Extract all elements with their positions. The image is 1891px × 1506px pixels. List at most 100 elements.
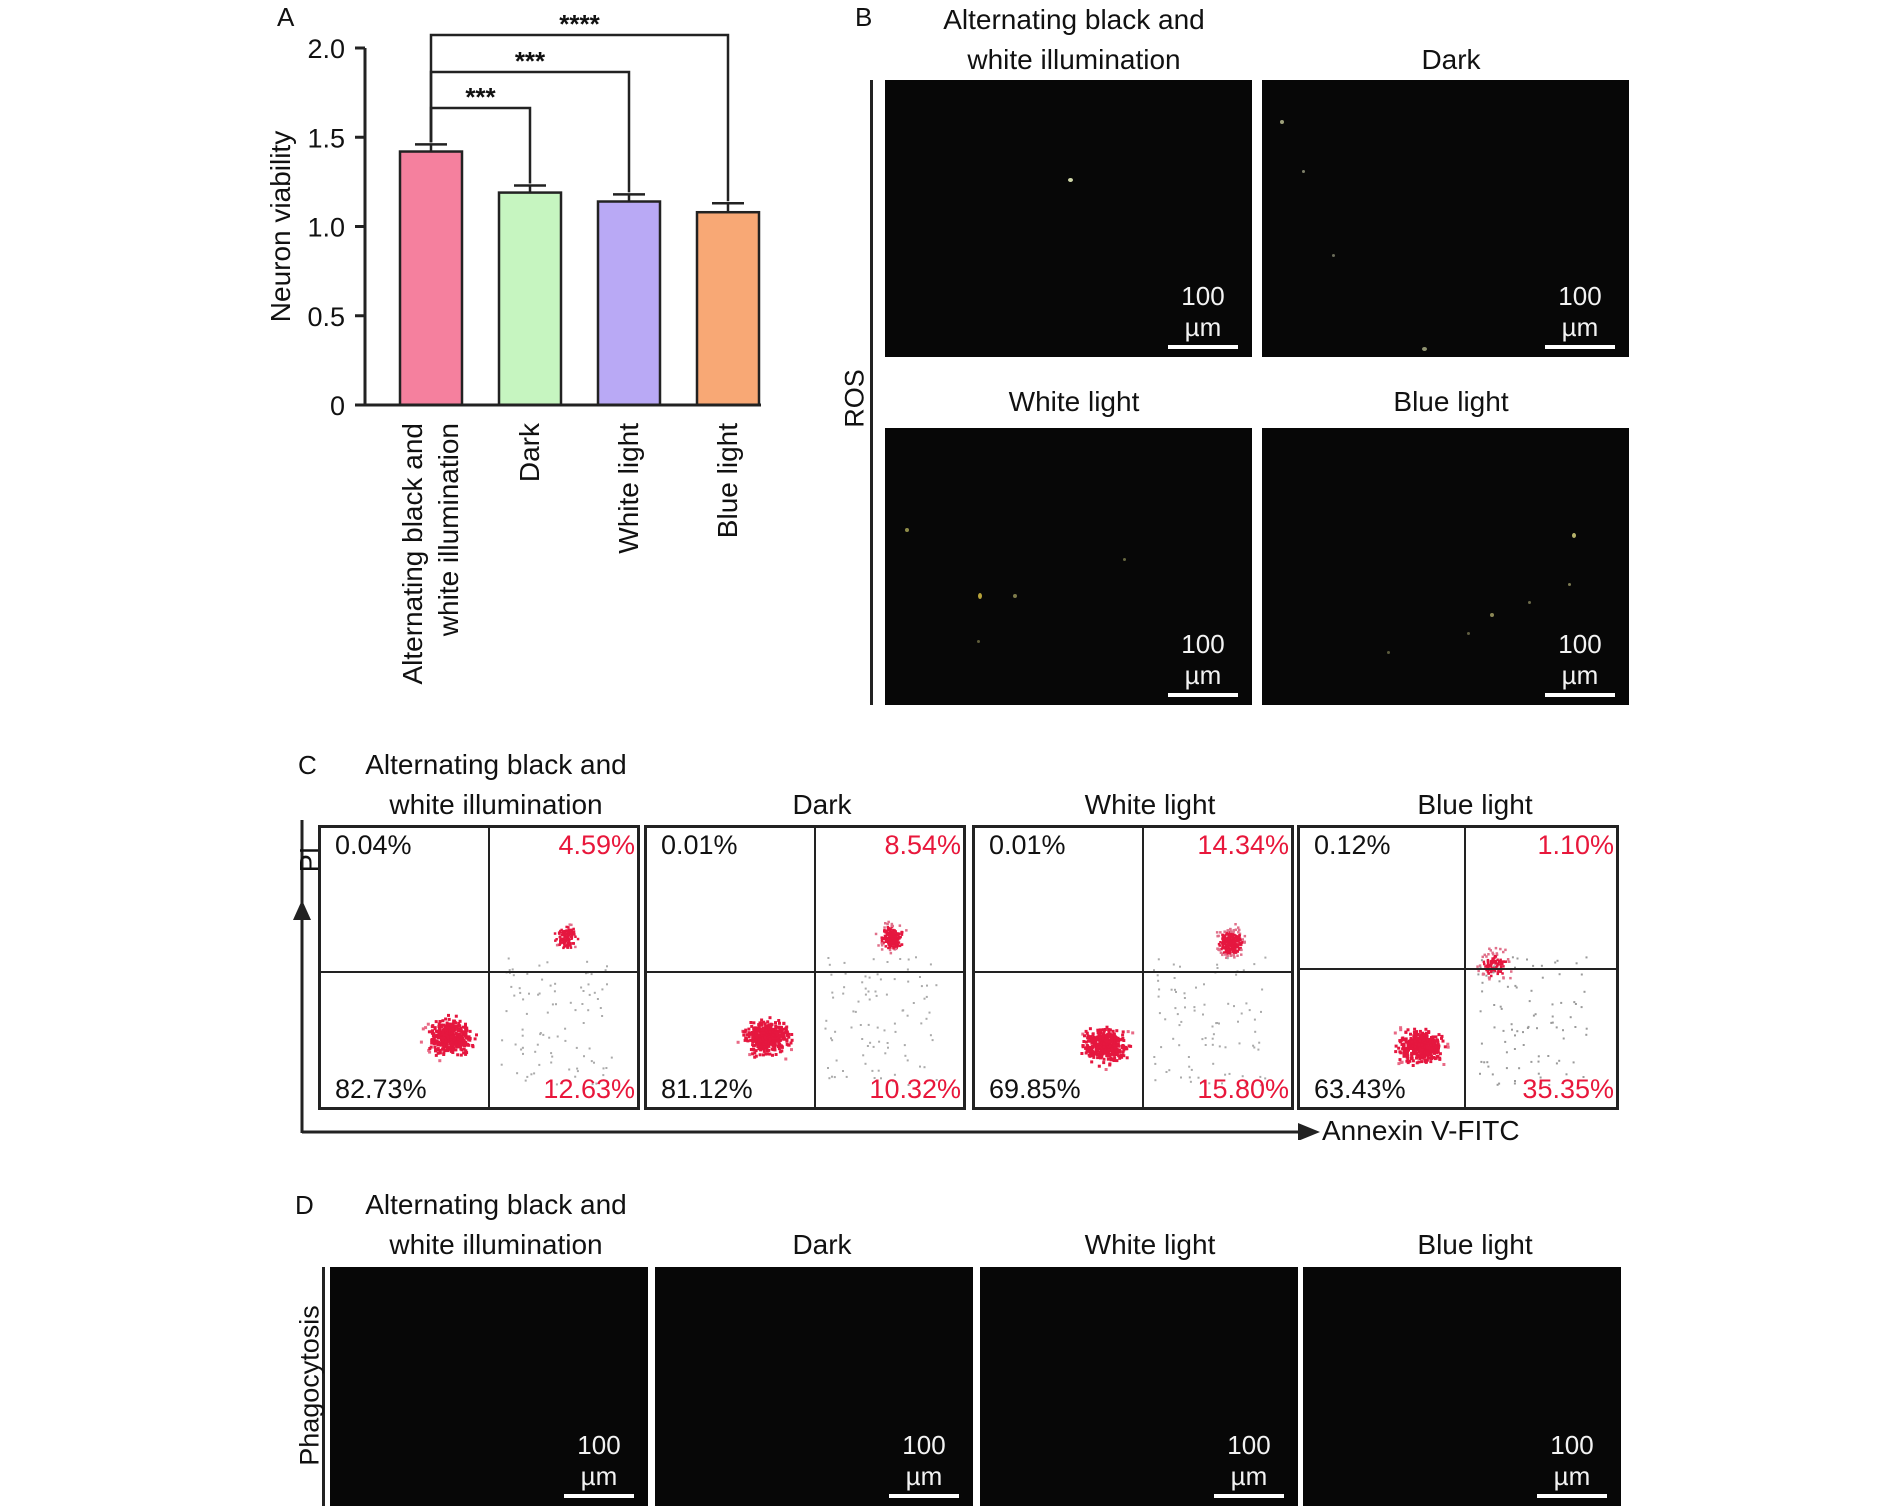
- ros-image-blue: 100 µm: [1262, 428, 1629, 705]
- scatter-cloud: [1080, 923, 1267, 1087]
- quadrant-percent-ul: 0.04%: [335, 830, 412, 860]
- fluorescent-spot: [1572, 533, 1576, 538]
- ros-image-alternating: 100 µm: [885, 80, 1252, 357]
- y-tick-label: 2.0: [307, 34, 345, 64]
- fluorescent-spot: [1013, 594, 1017, 598]
- scatter-cloud: [736, 920, 938, 1086]
- scale-bar: 100 µm: [1214, 1430, 1284, 1498]
- ros-title-blue: Blue light: [1393, 386, 1509, 417]
- quadrant-percent-ll: 63.43%: [1314, 1074, 1406, 1104]
- chart-area: 0 0.5 1.0 1.5 2.0 Neuron viability Alternating…: [265, 9, 761, 685]
- scale-label: 100 µm: [1227, 1430, 1271, 1491]
- quadrant-percent-ll: 81.12%: [661, 1074, 753, 1104]
- quadrant-percent-lr: 15.80%: [1197, 1074, 1289, 1104]
- scale-bar: 100 µm: [889, 1430, 959, 1498]
- fluorescent-spot: [1387, 651, 1390, 654]
- phago-image-white: 100 µm: [980, 1267, 1298, 1506]
- quadrant-divider-horizontal: [647, 970, 963, 973]
- ros-title-alternating: Alternating black and white illumination: [943, 4, 1205, 75]
- flow-title-white: White light: [1084, 789, 1216, 820]
- x-tick-label: white illumination: [433, 423, 464, 637]
- phago-side-label-wrap: Phagocytosis: [290, 1290, 330, 1490]
- fluorescent-spot: [978, 593, 982, 599]
- y-tick-label: 0.5: [307, 302, 345, 332]
- quadrant-divider-vertical: [1142, 828, 1145, 1107]
- scale-bar: 100 µm: [1537, 1430, 1607, 1498]
- quadrant-percent-ur: 14.34%: [1197, 830, 1289, 860]
- bar: [497, 191, 563, 407]
- flow-plot-alternating: 0.04% 4.59% 82.73% 12.63%: [318, 825, 640, 1110]
- panel-label-c: C: [298, 750, 317, 780]
- phago-side-label: Phagocytosis: [294, 1305, 325, 1466]
- quadrant-percent-ur: 1.10%: [1537, 830, 1614, 860]
- y-axis-arrow-icon: [293, 900, 311, 920]
- scale-bar: 100 µm: [564, 1430, 634, 1498]
- flow-title-blue: Blue light: [1417, 789, 1533, 820]
- scale-bar: 100 µm: [1545, 281, 1615, 349]
- flow-title-dark: Dark: [792, 789, 852, 820]
- ros-bracket-line: [870, 80, 873, 705]
- quadrant-divider-vertical: [1464, 828, 1467, 1107]
- y-tick-label: 1.0: [307, 213, 345, 243]
- y-axis-label: Neuron viability: [265, 131, 296, 322]
- phago-title-alternating: Alternating black and white illumination: [365, 1189, 627, 1260]
- quadrant-divider-vertical: [814, 828, 817, 1107]
- flow-plot-white: 0.01% 14.34% 69.85% 15.80%: [972, 825, 1294, 1110]
- ros-image-dark: 100 µm: [1262, 80, 1629, 357]
- fluorescent-spot: [1467, 632, 1470, 635]
- scale-label: 100 µm: [902, 1430, 946, 1491]
- x-tick-label: Dark: [514, 422, 545, 482]
- phago-title-dark: Dark: [792, 1229, 852, 1260]
- bar: [596, 200, 662, 407]
- annexin-axis-label: Annexin V-FITC: [1322, 1115, 1520, 1146]
- significance-label: ***: [515, 46, 546, 76]
- quadrant-percent-lr: 10.32%: [869, 1074, 961, 1104]
- fluorescent-spot: [905, 528, 909, 532]
- flow-plot-blue: 0.12% 1.10% 63.43% 35.35%: [1297, 825, 1619, 1110]
- significance-label: ****: [559, 9, 600, 39]
- quadrant-percent-lr: 35.35%: [1522, 1074, 1614, 1104]
- quadrant-divider-horizontal: [975, 970, 1291, 973]
- x-tick-label: Blue light: [712, 423, 743, 538]
- scatter-cloud: [419, 923, 613, 1086]
- quadrant-percent-ll: 69.85%: [989, 1074, 1081, 1104]
- quadrant-divider-horizontal: [321, 970, 637, 973]
- fluorescent-spot: [1528, 601, 1531, 604]
- fluorescent-spot: [1568, 583, 1571, 586]
- fluorescent-spot: [1280, 120, 1284, 124]
- fluorescent-spot: [1068, 178, 1073, 182]
- flow-title-alternating: Alternating black and white illumination: [365, 749, 627, 820]
- ros-side-label: ROS: [839, 369, 870, 428]
- flow-axes: [293, 820, 1320, 1140]
- scale-label: 100 µm: [577, 1430, 621, 1491]
- bar: [398, 150, 464, 407]
- quadrant-percent-ur: 4.59%: [558, 830, 635, 860]
- quadrant-percent-ul: 0.01%: [989, 830, 1066, 860]
- ros-title-white: White light: [1008, 386, 1140, 417]
- scatter-cloud: [1393, 946, 1588, 1086]
- y-tick-label: 0: [330, 391, 345, 421]
- quadrant-percent-ul: 0.12%: [1314, 830, 1391, 860]
- ros-image-white: 100 µm: [885, 428, 1252, 705]
- flow-plot-dark: 0.01% 8.54% 81.12% 10.32%: [644, 825, 966, 1110]
- x-tick-label: White light: [613, 423, 644, 554]
- scale-label: 100 µm: [1550, 1430, 1594, 1491]
- fluorescent-spot: [1332, 254, 1335, 257]
- ros-title-dark: Dark: [1421, 44, 1481, 75]
- quadrant-percent-ll: 82.73%: [335, 1074, 427, 1104]
- panel-label-b: B: [855, 2, 873, 32]
- scale-label: 100 µm: [1558, 281, 1602, 342]
- scale-label: 100 µm: [1558, 629, 1602, 690]
- fluorescent-spot: [1123, 558, 1126, 561]
- panel-label-d: D: [295, 1190, 314, 1220]
- significance-bracket: [429, 33, 730, 202]
- significance-label: ***: [465, 82, 496, 112]
- fluorescent-spot: [1302, 170, 1305, 173]
- phago-title-blue: Blue light: [1417, 1229, 1533, 1260]
- phago-image-dark: 100 µm: [655, 1267, 973, 1506]
- x-tick-label: Alternating black and: [397, 423, 428, 685]
- fluorescent-spot: [977, 640, 980, 643]
- quadrant-divider-horizontal: [1300, 967, 1616, 970]
- fluorescent-spot: [1490, 613, 1494, 617]
- scale-label: 100 µm: [1181, 629, 1225, 690]
